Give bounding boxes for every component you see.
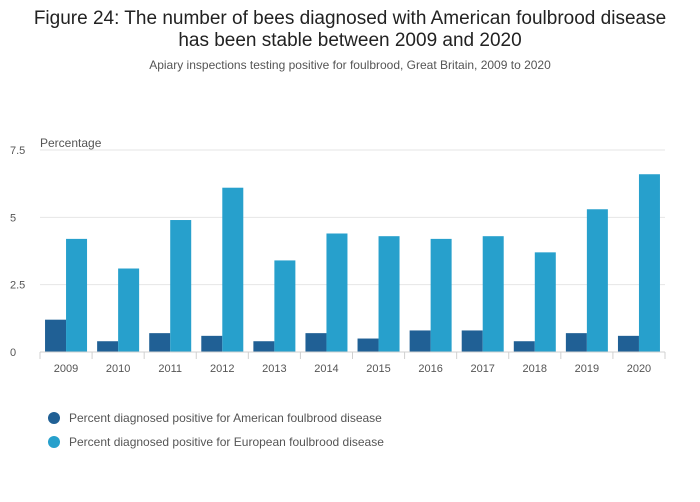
legend-item-european[interactable]: Percent diagnosed positive for European … (48, 430, 384, 454)
bars (45, 174, 660, 352)
bar-american-2019 (565, 333, 587, 352)
bar-american-2016 (409, 330, 431, 352)
y-tick-label: 0 (10, 347, 16, 359)
x-tick-label: 2011 (158, 363, 182, 375)
gridlines (40, 149, 665, 286)
bar-american-2013 (253, 341, 275, 352)
bar-american-2020 (617, 335, 639, 352)
y-tick-label: 5 (10, 212, 16, 224)
bar-american-2014 (305, 333, 327, 352)
x-tick-label: 2014 (314, 363, 338, 375)
legend-swatch-american (48, 412, 60, 424)
bar-american-2009 (45, 319, 67, 352)
bar-european-2019 (586, 209, 608, 352)
bar-european-2014 (326, 233, 348, 352)
bar-european-2010 (118, 268, 140, 352)
legend-swatch-european (48, 436, 60, 448)
bar-european-2013 (274, 260, 296, 352)
x-tick-label: 2017 (470, 363, 494, 375)
legend-label-european: Percent diagnosed positive for European … (69, 435, 384, 449)
x-tick-label: 2020 (627, 363, 651, 375)
chart-title-line-1: Figure 24: The number of bees diagnosed … (33, 8, 667, 29)
bar-american-2017 (461, 330, 483, 352)
x-tick-label: 2016 (418, 363, 442, 375)
x-tick-label: 2009 (54, 363, 78, 375)
bar-european-2015 (378, 236, 400, 352)
x-tick-label: 2015 (366, 363, 390, 375)
bar-european-2020 (638, 174, 660, 352)
axes: 0 2.5 5 7.5 Percentage 2009 2010 2011 2012 2013 20… (10, 136, 666, 375)
y-axis-label: Percentage (40, 136, 102, 150)
x-tick-label: 2019 (575, 363, 599, 375)
bar-european-2016 (430, 238, 452, 352)
y-tick-label: 7.5 (10, 145, 25, 157)
bar-european-2009 (66, 238, 88, 352)
x-tick-label: 2010 (106, 363, 130, 375)
bar-american-2010 (97, 341, 119, 352)
x-tick-label: 2012 (210, 363, 234, 375)
bar-european-2017 (482, 236, 504, 352)
legend-label-american: Percent diagnosed positive for American … (69, 411, 382, 425)
y-tick-label: 2.5 (10, 280, 25, 292)
chart-title-line-2: has been stable between 2009 and 2020 (178, 30, 522, 51)
bar-american-2012 (201, 335, 223, 352)
chart-title: Figure 24: The number of bees diagnosed … (0, 8, 700, 52)
bar-european-2012 (222, 187, 244, 352)
chart-subtitle: Apiary inspections testing positive for … (149, 58, 551, 72)
bar-american-2011 (149, 333, 171, 352)
bar-european-2011 (170, 220, 192, 352)
legend: Percent diagnosed positive for American … (48, 406, 384, 454)
x-tick-label: 2013 (262, 363, 286, 375)
x-tick-label: 2018 (523, 363, 547, 375)
legend-item-american[interactable]: Percent diagnosed positive for American … (48, 406, 384, 430)
bar-european-2018 (534, 252, 556, 352)
bar-american-2018 (513, 341, 535, 352)
bar-american-2015 (357, 338, 379, 352)
